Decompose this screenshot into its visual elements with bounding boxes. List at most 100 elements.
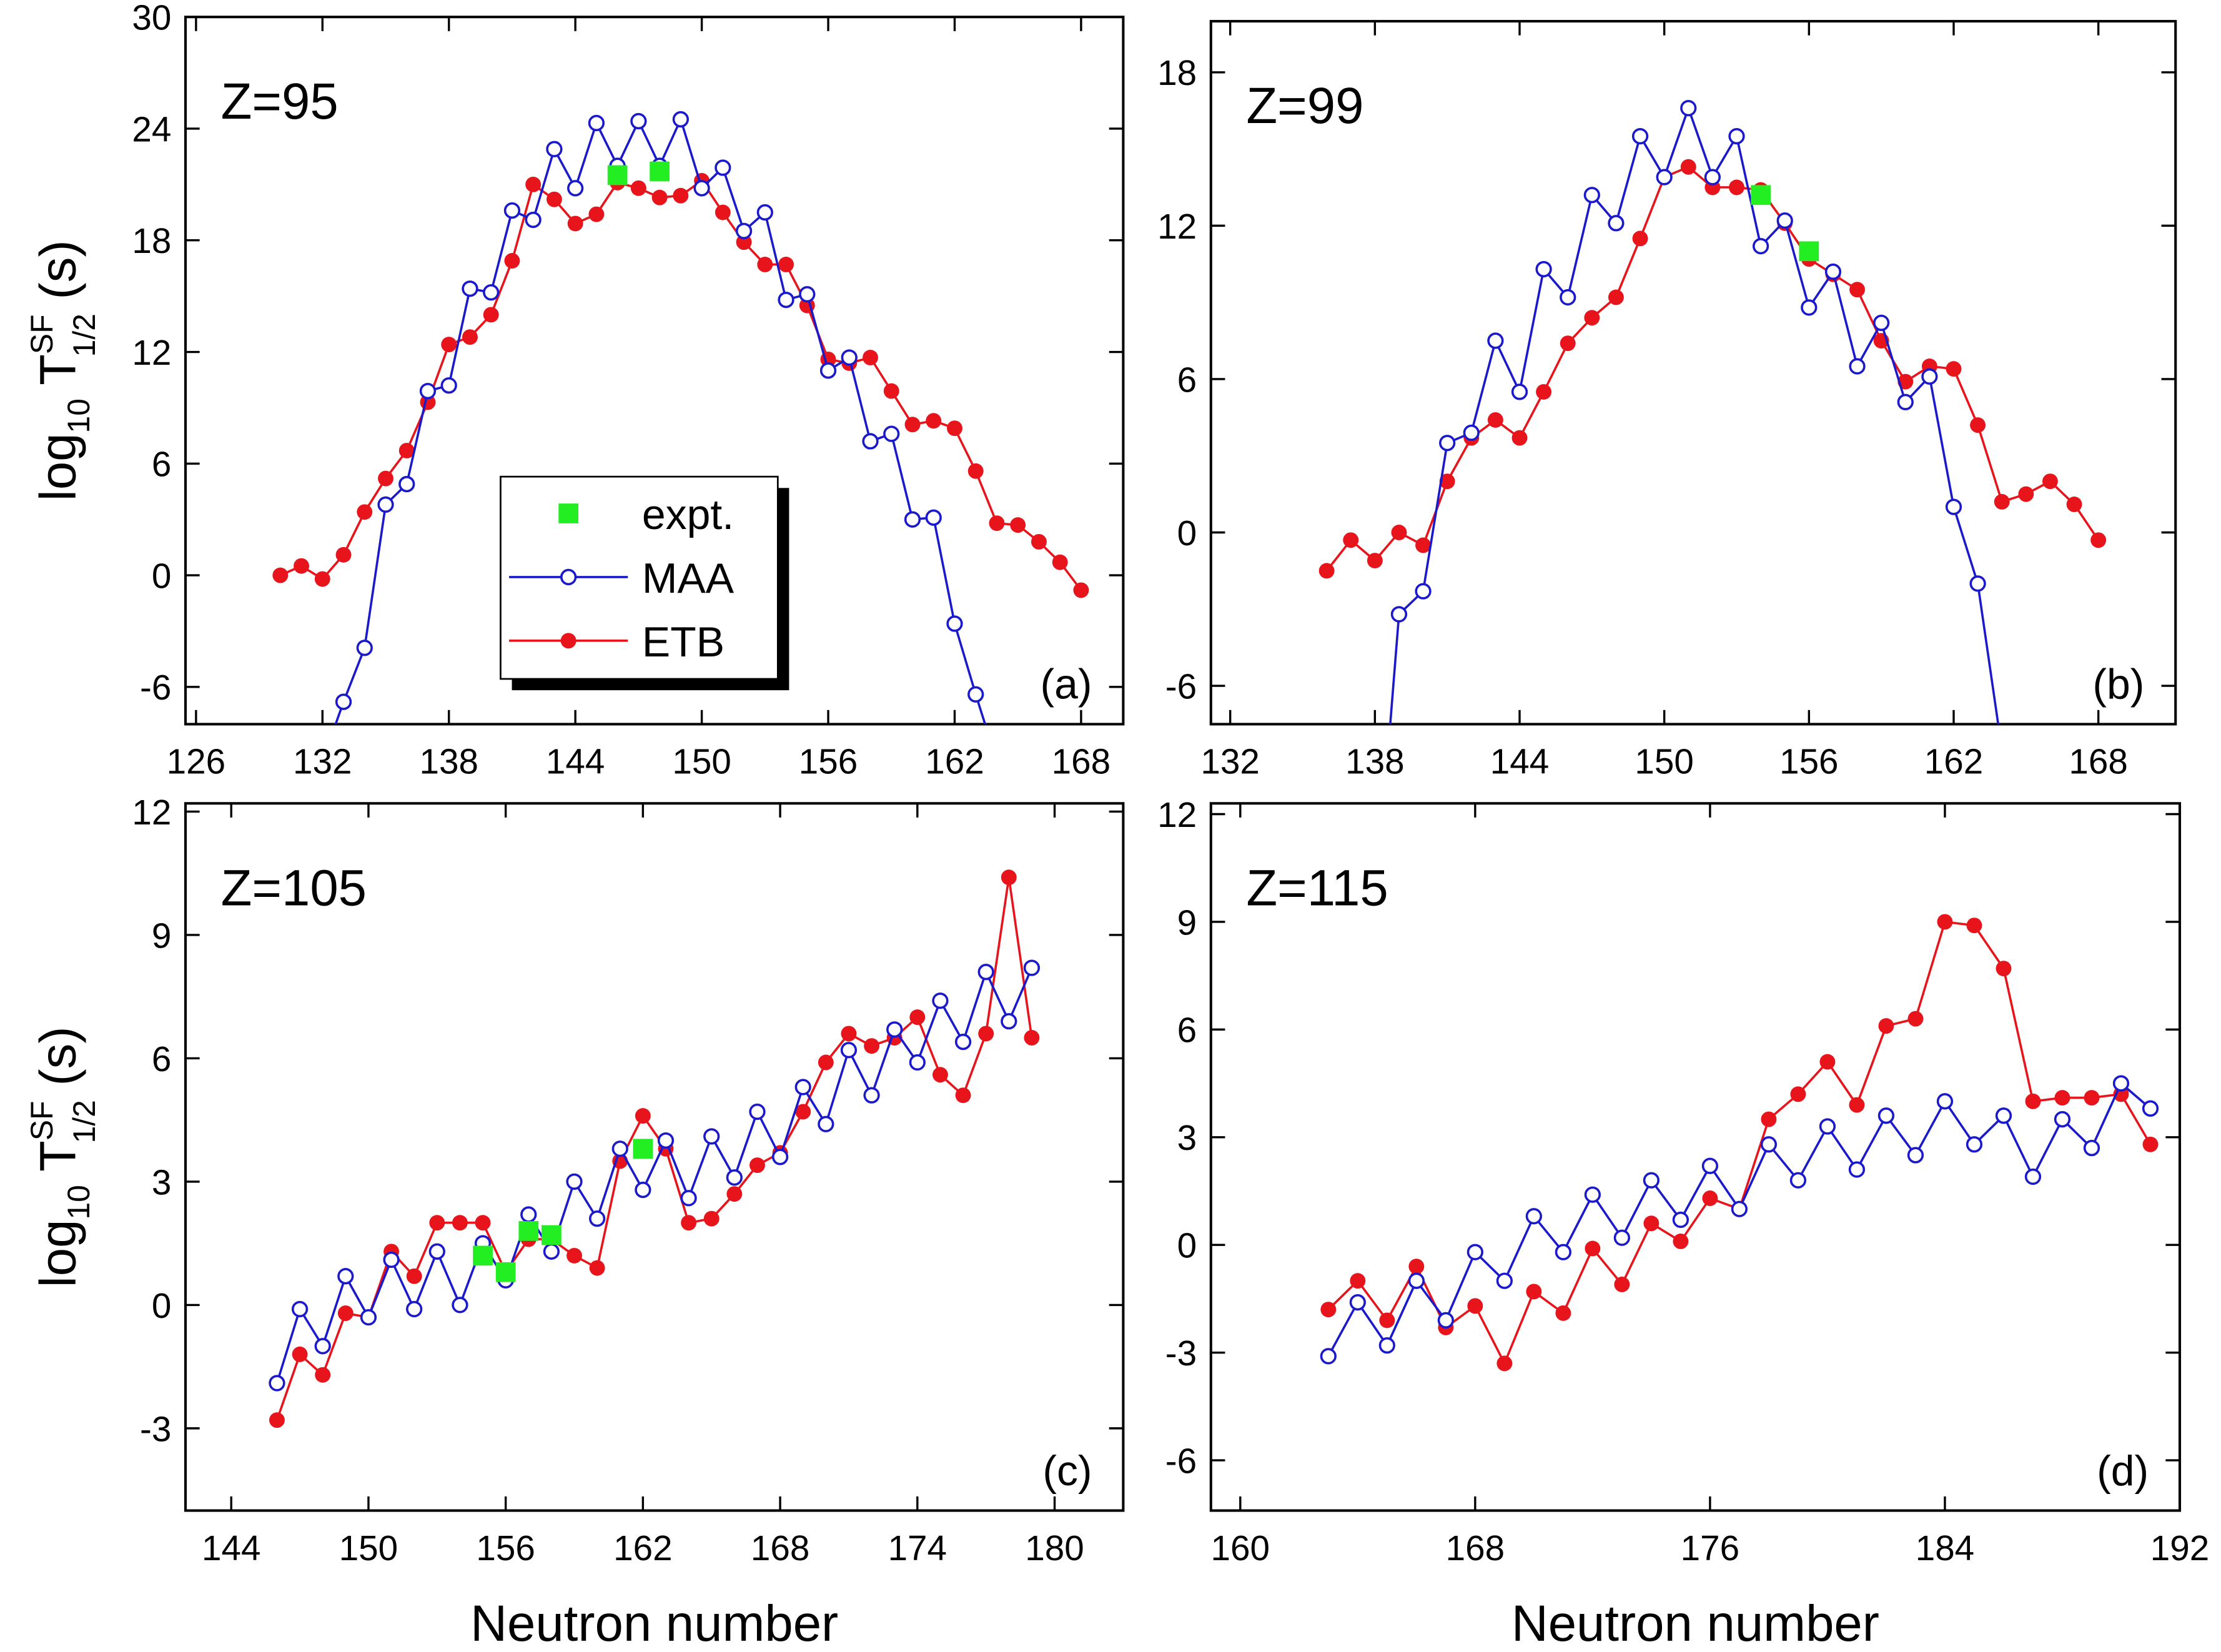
data-point [635,1108,651,1124]
data-point [1487,412,1503,428]
data-point [799,286,816,303]
data-point [1849,358,1866,375]
data-point [947,420,962,437]
legend-marker [560,633,576,649]
data-point [1536,383,1552,400]
data-point [1408,1259,1425,1275]
y-tick-label: 12 [1157,795,1197,834]
data-point [681,1215,697,1231]
x-tick-label: 156 [476,1528,535,1568]
y-tick-label: 6 [152,1039,171,1079]
data-point [406,1268,422,1284]
data-point [1023,959,1041,976]
data-point [978,1026,994,1042]
data-point [863,1087,880,1104]
data-point [566,1173,583,1190]
data-point [1511,383,1528,400]
x-tick-label: 150 [672,742,731,781]
data-point [1994,493,2010,510]
data-point [1704,169,1721,185]
plot-frame [184,16,1125,726]
y-tick-label: 3 [1177,1118,1197,1157]
y-tick-label: -6 [1165,666,1197,706]
data-point [378,470,393,487]
data-point [672,111,689,128]
y-axis-label: log10 TSF 1/2 (s) [24,240,102,501]
data-point [1584,310,1600,326]
data-point [909,1009,926,1026]
data-point [440,377,457,394]
data-point [926,413,942,429]
panel-label: (a) [1041,661,1092,708]
data-point [272,567,289,583]
y-tick-label: 0 [1177,513,1197,553]
data-point [771,1149,789,1165]
data-point [1907,1147,1924,1164]
data-point [1921,368,1938,385]
data-point [977,964,994,981]
x-tick-label: 126 [167,742,225,781]
data-point [1752,237,1769,255]
data-point [1001,869,1017,886]
data-point [429,1215,445,1231]
data-point [886,1021,903,1038]
data-point [588,206,605,222]
y-tick-label: 18 [1157,53,1197,92]
data-point [1463,424,1480,442]
data-point [1349,1294,1366,1311]
series-line [1327,920,2152,1367]
data-point [756,204,773,221]
plot-frame [1209,802,2182,1512]
data-point [726,1169,743,1186]
data-point [377,496,394,513]
data-point [1350,1273,1366,1289]
data-point [1073,582,1089,598]
y-tick-label: 12 [132,793,171,832]
data-point [1631,128,1649,145]
data-point [475,1215,491,1231]
series-line [275,967,1033,1384]
data-point [292,1346,308,1362]
data-point [778,291,794,309]
data-point [520,1206,537,1223]
annotation: Z=105 [221,859,367,916]
x-axis-label: Neutron number [1511,1595,1879,1652]
data-point [1437,1312,1454,1329]
data-point [862,433,879,450]
y-tick-label: 12 [132,333,171,372]
data-point [749,1157,765,1174]
data-point [703,1128,720,1145]
data-point [1966,918,1982,934]
data-point [954,1033,972,1051]
data-point [589,1260,605,1276]
y-axis-label-part: (s) [29,1026,86,1100]
data-point [1937,914,1953,930]
data-point [1052,554,1068,570]
x-axis-label: Neutron number [470,1595,838,1652]
data-point [1031,533,1047,550]
data-point [749,1103,766,1120]
data-point [495,1262,516,1282]
data-point [989,515,1005,532]
data-point [883,383,899,399]
data-point [630,180,646,196]
series-group [1320,914,2159,1372]
x-tick-label: 160 [1211,1528,1270,1568]
data-point [818,1054,834,1071]
data-point [1849,1097,1865,1113]
data-point [1555,1305,1571,1321]
x-tick-label: 138 [419,742,478,781]
panel: 132 138 144 150 156 162 168 -6 0 6 12 18 Z=99 (b) [1157,19,2177,781]
data-point [1555,1244,1571,1260]
data-point [630,112,647,130]
data-point [567,215,583,232]
x-tick-label: 162 [925,742,984,781]
data-point [2090,532,2107,548]
y-axis-label-part: 1/2 [67,314,102,357]
data-point [588,1210,606,1227]
y-axis-label-part: 1/2 [67,1100,102,1143]
y-axis-label-part: (s) [29,240,86,314]
data-point [904,417,921,433]
data-point [841,1026,857,1042]
data-point [1729,179,1744,195]
